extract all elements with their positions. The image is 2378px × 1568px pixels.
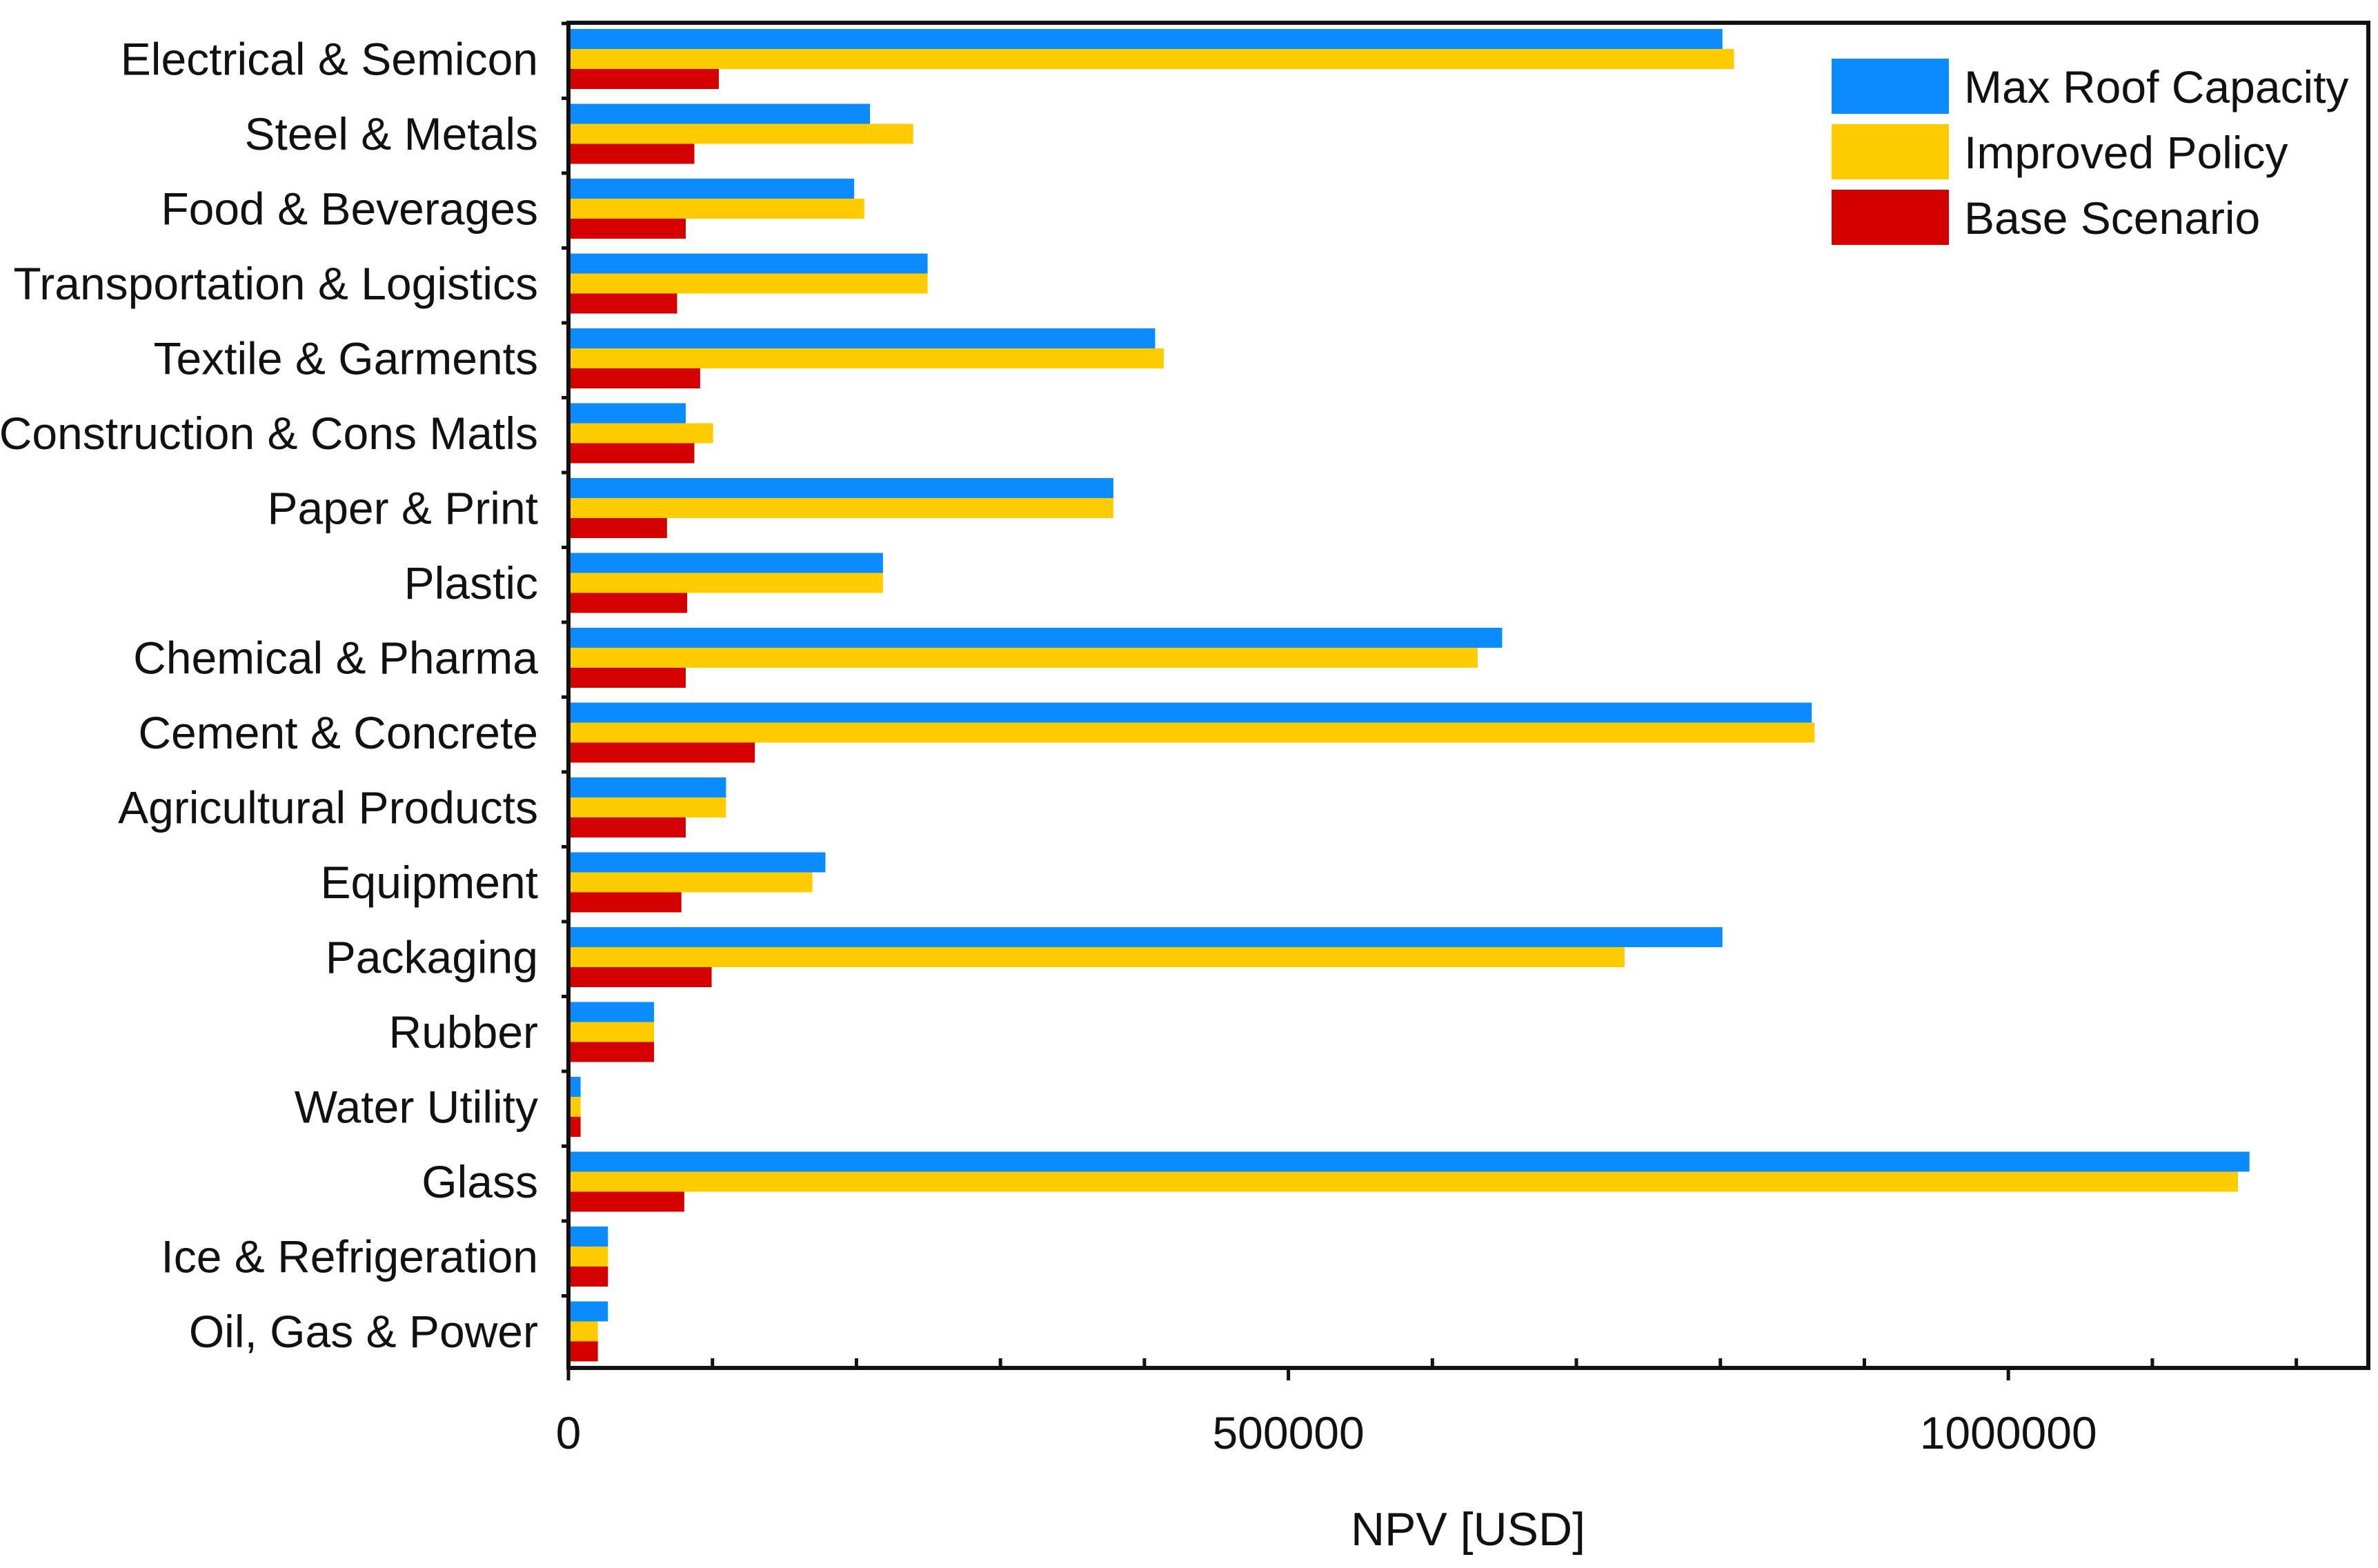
- bar-5-series-2: [571, 348, 1164, 368]
- bar-18-series-1: [571, 1301, 608, 1322]
- bar-15-series-3: [571, 1117, 581, 1137]
- bar-2-series-2: [571, 123, 913, 144]
- bar-12-series-3: [571, 892, 682, 913]
- bar-7-series-3: [571, 518, 667, 538]
- bar-16-series-3: [571, 1191, 684, 1212]
- category-label-7: Paper & Print: [267, 483, 538, 534]
- category-label-11: Agricultural Products: [118, 782, 538, 833]
- bar-4-series-3: [571, 293, 677, 314]
- x-tick-label-1: 0: [556, 1407, 582, 1458]
- bar-6-series-2: [571, 423, 713, 444]
- category-label-3: Food & Beverages: [161, 183, 538, 235]
- bar-13-series-1: [571, 927, 1723, 947]
- bar-1-series-2: [571, 49, 1734, 69]
- x-tick-label-3: 1000000: [1920, 1407, 2097, 1458]
- legend-label-2: Improved Policy: [1964, 127, 2288, 178]
- bar-8-series-3: [571, 593, 688, 613]
- bar-14-series-2: [571, 1022, 655, 1042]
- bar-9-series-3: [571, 668, 686, 688]
- category-label-1: Electrical & Semicon: [121, 34, 538, 85]
- category-label-18: Oil, Gas & Power: [189, 1306, 538, 1357]
- bar-1-series-3: [571, 69, 719, 89]
- legend-swatch-3: [1832, 190, 1949, 245]
- bar-15-series-2: [571, 1097, 581, 1117]
- bar-18-series-3: [571, 1341, 598, 1362]
- bar-4-series-1: [571, 253, 928, 274]
- bar-17-series-2: [571, 1247, 608, 1267]
- bar-8-series-2: [571, 573, 883, 593]
- bar-12-series-2: [571, 872, 813, 893]
- bar-10-series-3: [571, 742, 755, 763]
- legend-label-1: Max Roof Capacity: [1964, 61, 2349, 112]
- legend-swatch-1: [1832, 59, 1949, 114]
- bar-11-series-3: [571, 817, 686, 837]
- bar-17-series-1: [571, 1227, 608, 1247]
- bar-13-series-3: [571, 967, 712, 987]
- category-label-12: Equipment: [320, 857, 538, 908]
- bar-3-series-2: [571, 199, 864, 219]
- x-axis-ticks: 0 500000 1000000: [556, 1358, 2299, 1458]
- bar-16-series-2: [571, 1171, 2238, 1192]
- legend-swatch-2: [1832, 124, 1949, 179]
- category-label-15: Water Utility: [295, 1082, 538, 1133]
- category-label-5: Textile & Garments: [153, 333, 538, 384]
- bar-8-series-1: [571, 553, 883, 573]
- bar-14-series-1: [571, 1002, 655, 1022]
- bar-7-series-1: [571, 478, 1113, 498]
- bar-13-series-2: [571, 947, 1625, 967]
- x-tick-label-2: 500000: [1212, 1407, 1364, 1458]
- category-label-9: Chemical & Pharma: [133, 633, 538, 684]
- category-label-4: Transportation & Logistics: [13, 258, 538, 309]
- bar-18-series-2: [571, 1321, 598, 1342]
- category-label-16: Glass: [422, 1156, 538, 1207]
- bar-4-series-2: [571, 273, 928, 294]
- bar-6-series-1: [571, 403, 686, 424]
- bar-5-series-1: [571, 328, 1156, 348]
- bar-17-series-3: [571, 1267, 608, 1287]
- bar-5-series-3: [571, 368, 700, 388]
- legend-label-3: Base Scenario: [1964, 192, 2260, 244]
- category-label-13: Packaging: [326, 932, 538, 983]
- bar-9-series-1: [571, 628, 1503, 648]
- category-label-14: Rubber: [389, 1006, 538, 1058]
- category-label-2: Steel & Metals: [244, 108, 538, 159]
- bar-7-series-2: [571, 498, 1113, 518]
- bar-11-series-2: [571, 797, 726, 817]
- bar-group: [571, 29, 2250, 1362]
- plot-frame: [566, 21, 2370, 1370]
- bar-16-series-1: [571, 1151, 2250, 1172]
- category-label-10: Cement & Concrete: [138, 707, 538, 758]
- bar-9-series-2: [571, 648, 1478, 668]
- category-label-8: Plastic: [404, 557, 538, 608]
- bar-3-series-3: [571, 219, 686, 239]
- bar-3-series-1: [571, 179, 855, 199]
- bar-2-series-3: [571, 143, 695, 164]
- bar-15-series-1: [571, 1077, 581, 1097]
- category-label-17: Ice & Refrigeration: [161, 1231, 538, 1282]
- legend: Max Roof Capacity Improved Policy Base Sce…: [1832, 59, 2349, 245]
- bar-2-series-1: [571, 103, 871, 124]
- bar-10-series-1: [571, 702, 1812, 723]
- bar-11-series-1: [571, 777, 726, 797]
- x-axis-title: NPV [USD]: [1351, 1503, 1585, 1556]
- category-label-6: Construction & Cons Matls: [0, 408, 538, 459]
- bar-12-series-1: [571, 852, 826, 873]
- bar-10-series-2: [571, 722, 1815, 743]
- bar-6-series-3: [571, 443, 695, 464]
- bar-14-series-3: [571, 1042, 655, 1062]
- bar-1-series-1: [571, 29, 1723, 49]
- category-labels: Electrical & Semicon Steel & Metals Food &…: [0, 34, 538, 1358]
